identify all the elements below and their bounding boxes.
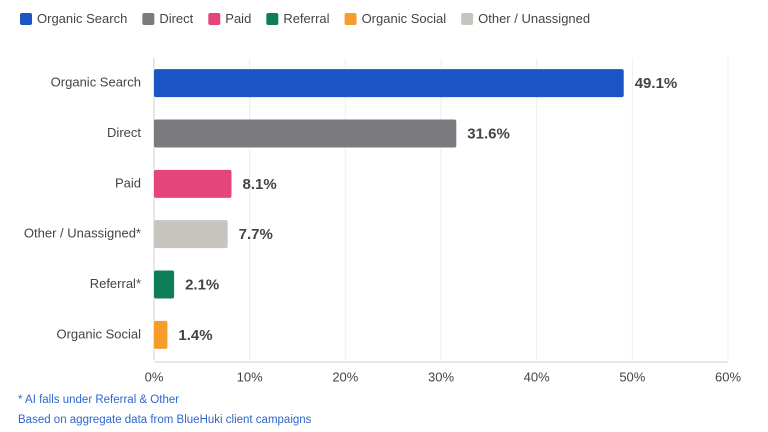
x-tick-label: 40%: [524, 369, 550, 384]
legend-label: Paid: [225, 11, 251, 26]
legend-swatch: [461, 13, 474, 25]
legend-label: Direct: [159, 11, 193, 26]
y-tick-label: Paid: [115, 175, 141, 190]
x-tick-label: 50%: [619, 369, 645, 384]
legend-swatch: [20, 13, 32, 25]
bar: [154, 270, 175, 299]
legend-label: Organic Social: [362, 11, 447, 26]
legend-swatch: [208, 13, 221, 25]
legend-label: Organic Search: [37, 11, 127, 26]
legend-swatch: [142, 13, 155, 25]
x-tick-label: 10%: [237, 369, 263, 384]
y-tick-label: Organic Search: [51, 75, 141, 90]
footnote: * AI falls under Referral & Other: [18, 394, 179, 406]
value-label: 1.4%: [178, 327, 212, 344]
x-tick-label: 20%: [332, 369, 358, 384]
value-label: 2.1%: [185, 276, 219, 293]
bar: [154, 169, 232, 198]
legend-label: Referral: [283, 11, 329, 26]
legend-swatch: [344, 13, 357, 25]
source-note: Based on aggregate data from BlueHuki cl…: [18, 414, 312, 426]
value-label: 7.7%: [239, 226, 273, 243]
y-tick-label: Organic Social: [56, 326, 141, 341]
legend-swatch: [266, 13, 279, 25]
bar: [154, 69, 624, 98]
value-label: 49.1%: [635, 75, 678, 92]
value-label: 31.6%: [467, 125, 510, 142]
x-tick-label: 60%: [715, 369, 741, 384]
legend-label: Other / Unassigned: [478, 11, 590, 26]
y-tick-label: Direct: [107, 125, 141, 140]
x-tick-label: 0%: [145, 369, 164, 384]
value-label: 8.1%: [242, 176, 276, 193]
bar: [154, 320, 168, 349]
bar: [154, 220, 228, 249]
x-tick-label: 30%: [428, 369, 454, 384]
y-tick-label: Referral*: [90, 276, 141, 291]
bar: [154, 119, 457, 148]
y-tick-label: Other / Unassigned*: [24, 226, 141, 241]
